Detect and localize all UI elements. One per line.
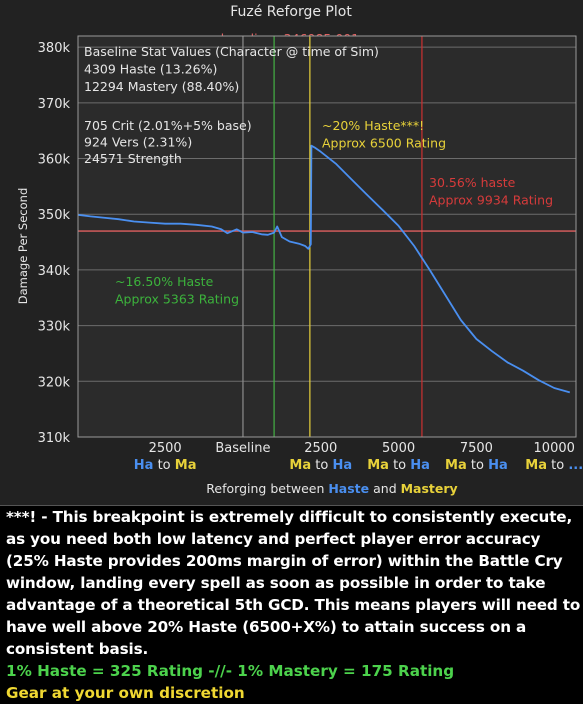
chart-title: Fuzé Reforge Plot	[230, 4, 352, 20]
x-direction-segment: Ma	[445, 458, 467, 473]
x-direction-segment: ...	[568, 458, 583, 473]
x-direction-segment: to	[389, 458, 410, 473]
x-axis-label-joiner: and	[369, 481, 400, 496]
y-tick-label: 320k	[38, 375, 71, 390]
dps-series-line	[77, 144, 571, 394]
x-direction-label: Ha to Ma	[134, 458, 197, 473]
x-direction-segment: Ha	[410, 458, 430, 473]
annotation-line: Approx 9934 Rating	[429, 193, 553, 208]
x-direction-segment: Ha	[332, 458, 352, 473]
notes-panel: ***! - This breakpoint is extremely diff…	[6, 506, 582, 704]
annotation-line: 30.56% haste	[429, 175, 516, 190]
x-tick-label: 2500	[304, 441, 337, 456]
x-direction-segment: Ma	[367, 458, 389, 473]
discretion-note: Gear at your own discretion	[6, 684, 245, 702]
annotation-line: Approx 5363 Rating	[115, 292, 239, 307]
y-tick-label: 360k	[38, 153, 71, 168]
x-tick-label: Baseline	[215, 441, 270, 456]
x-direction-segment: Ma	[175, 458, 197, 473]
annotation-line: 12294 Mastery (88.40%)	[84, 79, 239, 94]
y-tick-label: 340k	[38, 264, 71, 279]
y-tick-label: 310k	[38, 431, 71, 446]
rating-conversion: 1% Haste = 325 Rating -//- 1% Mastery = …	[6, 662, 455, 680]
x-tick-label: 10000	[534, 441, 575, 456]
x-direction-segment: to	[547, 458, 568, 473]
x-direction-label: Ma to Ha	[445, 458, 508, 473]
annotation-line: Approx 6500 Rating	[322, 136, 446, 151]
annotation-line: 4309 Haste (13.26%)	[84, 62, 217, 77]
annotation-line: Baseline Stat Values (Character @ time o…	[84, 44, 379, 59]
annotation-line: 705 Crit (2.01%+5% base)	[84, 118, 252, 133]
plot-background	[78, 36, 576, 437]
x-direction-segment: to	[467, 458, 488, 473]
x-axis-label: Reforging between Haste and Mastery	[206, 481, 457, 496]
x-direction-segment: Ma	[289, 458, 311, 473]
y-axis-label: Damage Per Second	[16, 188, 30, 305]
plot-frame	[77, 35, 577, 438]
x-direction-segment: to	[153, 458, 174, 473]
x-axis-label-mastery: Mastery	[401, 481, 458, 496]
x-direction-segment: Ma	[525, 458, 547, 473]
x-axis-label-prefix: Reforging between	[206, 481, 328, 496]
y-tick-label: 380k	[38, 41, 71, 56]
x-direction-label: Ma to Ha	[289, 458, 352, 473]
annotation-line: ~16.50% Haste	[115, 274, 214, 289]
x-tick-label: 7500	[460, 441, 493, 456]
reforge-chart: Fuzé Reforge Plot baseline=346985.001 Da…	[16, 4, 583, 496]
annotation-line: 24571 Strength	[84, 151, 182, 166]
x-tick-label: 2500	[149, 441, 182, 456]
x-direction-segment: Ha	[134, 458, 154, 473]
y-tick-label: 370k	[38, 97, 71, 112]
x-direction-segment: to	[311, 458, 332, 473]
plot-area: 380k 370k 360k 350k 340k 330k 320k 310k 2500 Ha t…	[38, 35, 583, 473]
x-tick-label: 5000	[382, 441, 415, 456]
x-direction-label: Ma to ...	[525, 458, 583, 473]
breakpoint-warning: ***! - This breakpoint is extremely diff…	[6, 508, 581, 658]
x-direction-label: Ma to Ha	[367, 458, 430, 473]
y-tick-label: 330k	[38, 320, 71, 335]
x-axis-label-haste: Haste	[328, 481, 369, 496]
x-direction-segment: Ha	[488, 458, 508, 473]
annotation-line: ~20% Haste***!	[322, 118, 424, 133]
annotation-line: 924 Vers (2.31%)	[84, 135, 192, 150]
y-tick-label: 350k	[38, 208, 71, 223]
chart-container: Fuzé Reforge Plot baseline=346985.001 Da…	[0, 0, 583, 506]
